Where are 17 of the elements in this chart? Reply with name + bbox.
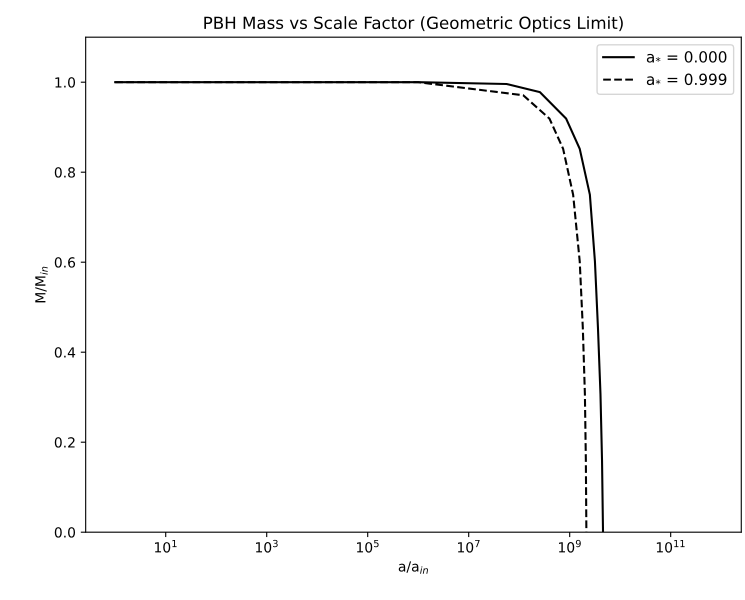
legend-label: a$_{*}$ = 0.000 <box>646 51 726 63</box>
y-tick-label: 0.0 <box>54 527 76 538</box>
y-tick-label: 1.0 <box>55 77 76 88</box>
y-tick-label: 0.4 <box>54 347 76 358</box>
y-tick-label: 0.8 <box>54 167 76 178</box>
y-tick-label: 0.2 <box>54 437 75 448</box>
x-tick-label: 10$^{1}$ <box>155 540 177 553</box>
x-tick-label: 10$^{3}$ <box>256 540 278 553</box>
x-tick-label: 10$^{7}$ <box>458 540 480 553</box>
x-tick-label: 10$^{11}$ <box>656 540 685 553</box>
x-tick-label: 10$^{9}$ <box>558 540 581 553</box>
y-axis-title: M/M$_{in}$ <box>35 266 48 302</box>
legend-label: a$_{*}$ = 0.999 <box>646 74 726 86</box>
x-axis-title: a/a$_{in}$ <box>398 561 428 574</box>
y-tick-label: 0.6 <box>54 257 76 268</box>
chart-title: PBH Mass vs Scale Factor (Geometric Optics Limit) <box>204 16 623 32</box>
x-tick-label: 10$^{5}$ <box>357 540 379 553</box>
